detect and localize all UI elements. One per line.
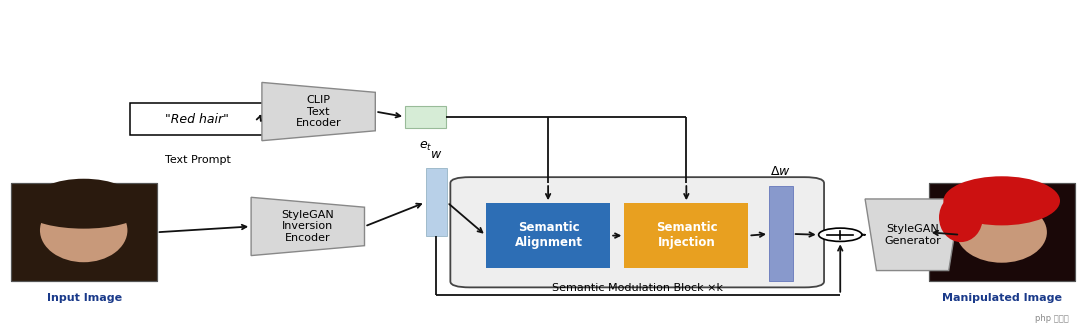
Wedge shape <box>26 211 141 229</box>
Polygon shape <box>261 82 376 141</box>
Text: $e_t$: $e_t$ <box>419 140 432 153</box>
Circle shape <box>819 228 862 241</box>
Text: Semantic
Alignment: Semantic Alignment <box>515 221 582 249</box>
FancyBboxPatch shape <box>486 203 610 268</box>
Ellipse shape <box>944 176 1061 225</box>
Ellipse shape <box>32 179 135 223</box>
Ellipse shape <box>957 202 1047 263</box>
Text: Semantic
Injection: Semantic Injection <box>656 221 718 249</box>
FancyBboxPatch shape <box>11 183 157 281</box>
Text: Semantic Modulation Block ×k: Semantic Modulation Block ×k <box>552 283 723 293</box>
FancyBboxPatch shape <box>929 183 1075 281</box>
FancyBboxPatch shape <box>426 168 447 236</box>
Ellipse shape <box>40 198 127 262</box>
Ellipse shape <box>939 193 983 242</box>
Text: php 中文网: php 中文网 <box>1036 314 1069 323</box>
Text: $\Delta w$: $\Delta w$ <box>770 165 792 178</box>
Text: StyleGAN
Inversion
Encoder: StyleGAN Inversion Encoder <box>282 210 334 243</box>
Text: "Red hair": "Red hair" <box>165 113 229 126</box>
FancyBboxPatch shape <box>130 103 265 135</box>
FancyBboxPatch shape <box>405 106 446 128</box>
FancyBboxPatch shape <box>769 186 793 281</box>
Polygon shape <box>865 199 960 270</box>
Text: Input Image: Input Image <box>46 293 122 303</box>
Text: CLIP
Text
Encoder: CLIP Text Encoder <box>296 95 341 128</box>
Polygon shape <box>251 197 364 256</box>
Text: StyleGAN
Generator: StyleGAN Generator <box>885 224 941 245</box>
FancyBboxPatch shape <box>624 203 748 268</box>
Text: $w$: $w$ <box>430 148 443 162</box>
Text: Text Prompt: Text Prompt <box>165 155 230 165</box>
Text: Manipulated Image: Manipulated Image <box>942 293 1063 303</box>
FancyBboxPatch shape <box>450 177 824 287</box>
